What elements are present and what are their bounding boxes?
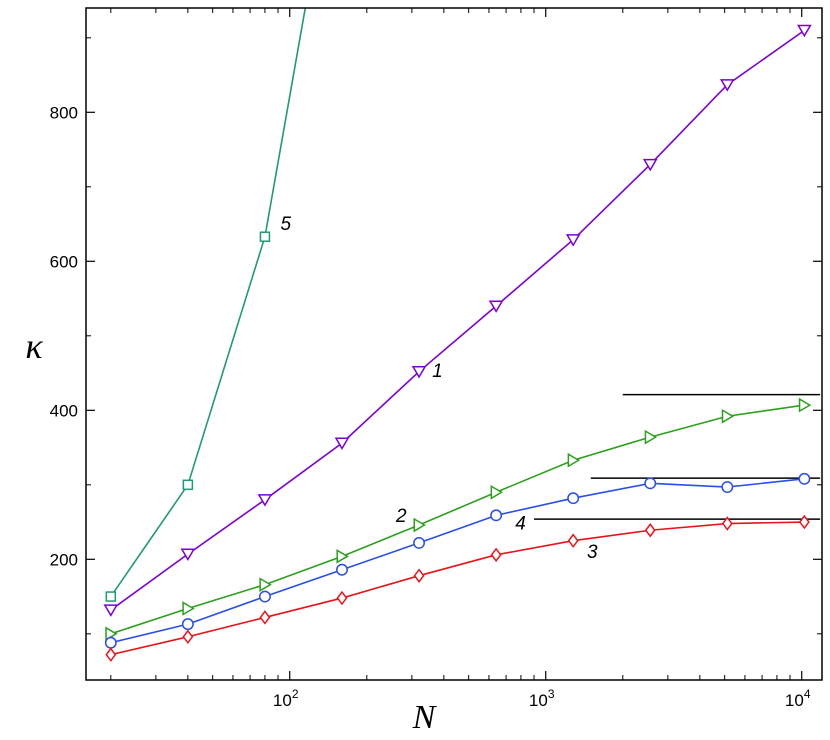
series-line-1 [110,29,805,611]
x-tick-label: 102 [273,687,299,710]
x-axis-ticks: 102 103 104 [110,8,811,710]
data-point [336,563,348,576]
data-point [104,636,117,649]
data-point [798,472,811,485]
data-point [721,516,733,531]
data-point [259,610,271,625]
x-axis-title: N [412,699,438,736]
data-point [413,536,426,549]
data-point [180,548,196,561]
series-line-4 [110,478,805,644]
data-point [798,514,810,530]
data-point [103,604,119,617]
curve-labels: 1 2 3 4 5 [280,214,598,563]
series-line-5 [110,8,307,598]
data-point [259,577,272,592]
series-line-3 [110,521,805,656]
data-point [567,492,580,505]
data-point [336,590,348,606]
series-line-2 [110,404,805,635]
reference-lines [534,393,821,520]
data-point [182,479,194,491]
data-point [336,549,349,564]
y-tick-label: 400 [50,401,78,420]
data-point [490,509,503,522]
data-point [642,158,658,172]
data-point [719,79,735,92]
y-tick-label: 600 [50,252,78,271]
x-tick-label: 104 [785,687,811,710]
data-point [644,477,657,490]
y-tick-label: 800 [50,103,78,122]
data-point [105,591,117,602]
data-point [411,366,427,379]
data-point [258,590,271,603]
data-point [105,647,117,662]
y-axis-ticks: 200 400 600 800 [50,37,822,635]
plot-border [85,7,823,681]
data-point [567,533,579,548]
curve-label-4: 4 [515,514,526,535]
data-point [181,618,194,631]
data-point [413,568,425,583]
data-point [334,437,350,450]
x-tick-label: 103 [529,687,555,710]
data-point [259,231,271,242]
y-axis-title: κ [25,326,43,366]
curve-label-2: 2 [395,506,407,527]
data-point [257,494,273,507]
data-point [721,408,735,424]
series-markers [103,24,812,662]
series-lines [110,8,805,656]
curve-label-1: 1 [432,361,443,382]
data-point [644,429,658,445]
data-point [644,523,656,538]
data-point [490,484,503,500]
data-point [565,234,581,247]
data-point [182,601,195,616]
data-point [490,547,502,563]
data-point [567,452,581,468]
data-point [721,481,734,493]
data-point [182,629,194,645]
data-point [413,517,426,533]
curve-label-3: 3 [587,542,598,563]
data-point [798,397,812,413]
data-point [797,24,812,38]
curve-label-5: 5 [280,214,291,235]
y-tick-label: 200 [50,550,78,569]
data-point [488,300,504,313]
plot-frame [85,7,823,681]
